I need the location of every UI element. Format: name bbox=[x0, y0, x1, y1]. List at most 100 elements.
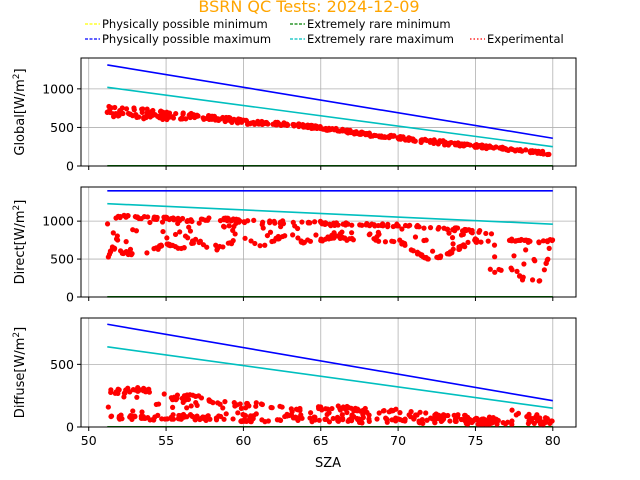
y-axis-label-sup: 2 bbox=[12, 205, 22, 211]
data-point bbox=[116, 214, 123, 220]
data-point bbox=[380, 223, 386, 229]
data-point bbox=[109, 246, 115, 252]
data-point bbox=[312, 417, 318, 423]
data-point bbox=[375, 229, 381, 235]
data-point bbox=[141, 388, 147, 394]
data-point bbox=[308, 410, 314, 416]
data-point bbox=[330, 415, 336, 422]
data-point bbox=[243, 418, 250, 425]
data-point bbox=[164, 416, 170, 422]
data-point bbox=[412, 234, 419, 240]
data-point bbox=[257, 243, 263, 249]
data-point bbox=[532, 258, 538, 264]
data-point bbox=[391, 238, 397, 245]
x-tick-label: 50 bbox=[81, 433, 97, 448]
data-point bbox=[160, 116, 166, 123]
data-point bbox=[538, 150, 545, 156]
data-point bbox=[450, 246, 456, 252]
data-point bbox=[290, 219, 296, 226]
data-point bbox=[117, 108, 123, 114]
data-point bbox=[386, 409, 392, 415]
data-point bbox=[508, 146, 514, 152]
data-point bbox=[523, 247, 529, 253]
data-point bbox=[246, 403, 252, 409]
data-point bbox=[277, 219, 284, 225]
data-point bbox=[190, 240, 197, 246]
data-point bbox=[498, 267, 504, 273]
data-point bbox=[469, 227, 475, 234]
data-point bbox=[517, 237, 523, 244]
data-point bbox=[382, 239, 389, 245]
data-point bbox=[339, 229, 345, 235]
data-point bbox=[432, 139, 438, 145]
data-point bbox=[423, 237, 429, 243]
data-point bbox=[380, 134, 386, 140]
data-point bbox=[125, 385, 131, 391]
data-point bbox=[223, 411, 229, 417]
y-tick-label: 0 bbox=[66, 159, 74, 174]
data-point bbox=[264, 232, 271, 239]
y-tick-label: 500 bbox=[50, 357, 74, 372]
data-point bbox=[322, 220, 329, 226]
data-point bbox=[271, 218, 277, 224]
data-point bbox=[449, 235, 456, 241]
data-point bbox=[513, 238, 519, 244]
data-point bbox=[237, 401, 243, 407]
data-point bbox=[323, 416, 330, 422]
data-point bbox=[222, 118, 228, 125]
data-point bbox=[194, 402, 200, 408]
data-point bbox=[512, 147, 518, 153]
data-point bbox=[237, 218, 243, 224]
data-point bbox=[437, 254, 443, 261]
data-point bbox=[397, 410, 403, 416]
data-point bbox=[139, 409, 145, 415]
data-point bbox=[508, 265, 514, 271]
data-point bbox=[184, 392, 190, 398]
data-point bbox=[134, 214, 140, 221]
data-point bbox=[516, 147, 522, 154]
data-point bbox=[214, 247, 220, 253]
data-point bbox=[348, 416, 355, 422]
data-point bbox=[515, 410, 522, 417]
data-point bbox=[210, 400, 216, 406]
series-line bbox=[107, 323, 553, 402]
data-point bbox=[164, 216, 170, 222]
legend-entry: Extremely rare maximum bbox=[290, 32, 454, 46]
data-point bbox=[259, 401, 265, 408]
data-point bbox=[141, 114, 147, 121]
data-point bbox=[166, 110, 173, 116]
data-point bbox=[464, 141, 470, 147]
data-point bbox=[309, 122, 315, 129]
panel-2: 0 500 1000 Direct[W/m2] bbox=[12, 186, 577, 305]
data-point bbox=[106, 107, 113, 114]
legend-label: Extremely rare minimum bbox=[307, 17, 451, 31]
data-point bbox=[435, 412, 442, 418]
data-point bbox=[427, 225, 434, 231]
data-point bbox=[526, 411, 532, 417]
data-point bbox=[545, 256, 551, 262]
data-point bbox=[364, 221, 370, 227]
data-point bbox=[351, 408, 357, 414]
legend-entry: Physically possible maximum bbox=[85, 32, 271, 46]
experimental-series bbox=[104, 212, 556, 284]
data-point bbox=[391, 417, 397, 423]
data-point bbox=[402, 240, 408, 247]
data-point bbox=[273, 235, 279, 241]
data-point bbox=[201, 416, 208, 422]
data-point bbox=[547, 420, 553, 427]
data-point bbox=[177, 229, 183, 235]
data-point bbox=[155, 401, 162, 407]
data-point bbox=[416, 419, 422, 426]
y-axis-label: Diffuse[W/m2] bbox=[12, 327, 28, 418]
experimental-series bbox=[104, 103, 552, 158]
data-point bbox=[215, 117, 222, 124]
data-point bbox=[230, 227, 236, 233]
data-point bbox=[270, 121, 276, 127]
data-point bbox=[278, 224, 284, 230]
data-point bbox=[117, 416, 123, 422]
data-point bbox=[497, 145, 503, 151]
data-point bbox=[200, 242, 207, 248]
data-point bbox=[529, 277, 536, 283]
data-point bbox=[301, 124, 307, 130]
data-point bbox=[248, 238, 254, 244]
